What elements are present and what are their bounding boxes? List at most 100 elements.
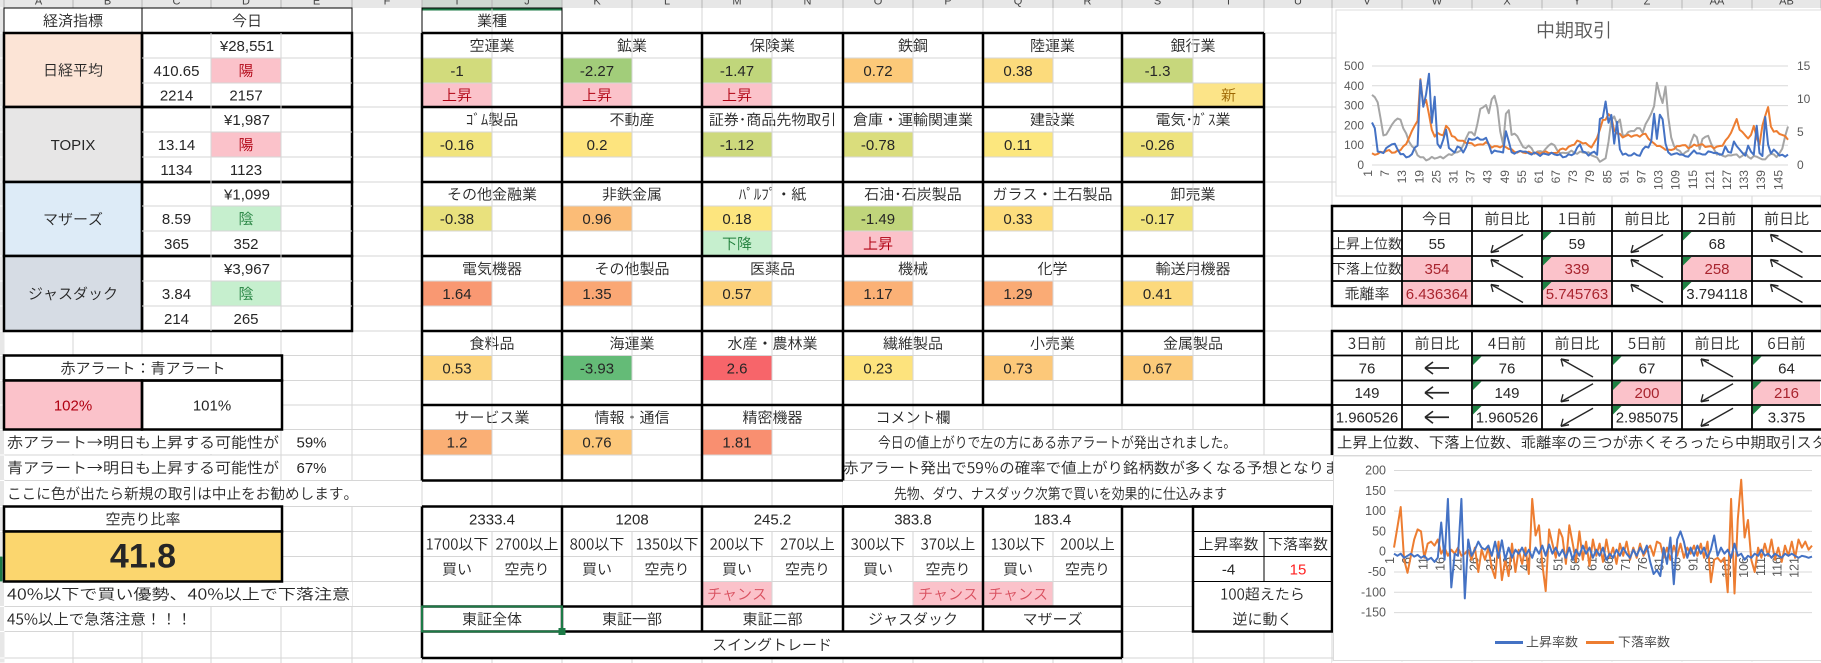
svg-text:1.29: 1.29 xyxy=(1003,286,1032,303)
svg-text:59: 59 xyxy=(1569,236,1586,253)
svg-text:¥28,551: ¥28,551 xyxy=(219,38,274,55)
svg-text:66: 66 xyxy=(1602,557,1616,571)
svg-text:0: 0 xyxy=(1379,545,1386,559)
svg-text:1.64: 1.64 xyxy=(442,286,471,303)
svg-text:91: 91 xyxy=(1617,170,1631,184)
svg-text:76: 76 xyxy=(1359,360,1376,377)
svg-text:3.84: 3.84 xyxy=(162,286,191,303)
svg-text:183.4: 183.4 xyxy=(1034,511,1072,528)
svg-text:410.65: 410.65 xyxy=(154,63,200,80)
svg-text:200: 200 xyxy=(1365,464,1386,478)
svg-text:91: 91 xyxy=(1686,557,1700,571)
svg-text:0.38: 0.38 xyxy=(1003,63,1032,80)
svg-text:0.72: 0.72 xyxy=(863,63,892,80)
svg-text:S: S xyxy=(1154,0,1161,8)
svg-text:-3.93: -3.93 xyxy=(580,360,614,377)
svg-text:13.14: 13.14 xyxy=(158,137,196,154)
svg-text:67: 67 xyxy=(1549,170,1563,184)
svg-text:149: 149 xyxy=(1494,385,1519,402)
svg-text:354: 354 xyxy=(1424,261,1449,278)
svg-text:15: 15 xyxy=(1797,59,1811,73)
svg-text:K: K xyxy=(593,0,601,8)
svg-text:1.81: 1.81 xyxy=(722,435,751,452)
svg-text:79: 79 xyxy=(1583,170,1597,184)
svg-text:0.33: 0.33 xyxy=(1003,211,1032,228)
svg-text:X: X xyxy=(1503,0,1511,8)
svg-text:0: 0 xyxy=(1797,158,1804,172)
svg-text:49: 49 xyxy=(1498,170,1512,184)
svg-text:61: 61 xyxy=(1585,557,1599,571)
svg-text:265: 265 xyxy=(233,311,258,328)
svg-text:F: F xyxy=(384,0,391,8)
svg-text:6: 6 xyxy=(1400,557,1414,564)
svg-text:5: 5 xyxy=(1797,125,1804,139)
svg-text:P: P xyxy=(944,0,951,8)
svg-text:76: 76 xyxy=(1499,360,1516,377)
svg-text:N: N xyxy=(804,0,812,8)
svg-text:V: V xyxy=(1363,0,1371,8)
svg-text:A: A xyxy=(35,0,43,8)
svg-text:-1.12: -1.12 xyxy=(720,137,754,154)
svg-text:-0.16: -0.16 xyxy=(440,137,474,154)
svg-text:1.17: 1.17 xyxy=(863,286,892,303)
svg-text:100: 100 xyxy=(1365,504,1386,518)
svg-text:200: 200 xyxy=(1344,118,1364,132)
svg-text:85: 85 xyxy=(1600,170,1614,184)
svg-text:2157: 2157 xyxy=(229,87,262,104)
svg-text:300: 300 xyxy=(1344,99,1364,113)
svg-text:0.23: 0.23 xyxy=(863,360,892,377)
svg-text:I: I xyxy=(455,0,458,8)
svg-text:61: 61 xyxy=(1532,170,1546,184)
svg-text:T: T xyxy=(1225,0,1232,8)
svg-text:1.35: 1.35 xyxy=(582,286,611,303)
svg-text:0.41: 0.41 xyxy=(1143,286,1172,303)
svg-text:51: 51 xyxy=(1552,557,1566,571)
svg-text:O: O xyxy=(874,0,883,8)
svg-text:103: 103 xyxy=(1652,170,1666,190)
svg-text:AB: AB xyxy=(1779,0,1794,8)
svg-text:L: L xyxy=(664,0,670,8)
svg-text:133: 133 xyxy=(1737,170,1751,190)
svg-text:-150: -150 xyxy=(1361,606,1386,620)
svg-text:0.53: 0.53 xyxy=(442,360,471,377)
svg-text:-0.26: -0.26 xyxy=(1140,137,1174,154)
svg-text:55: 55 xyxy=(1429,236,1446,253)
svg-text:64: 64 xyxy=(1778,360,1795,377)
svg-text:68: 68 xyxy=(1709,236,1726,253)
svg-text:Y: Y xyxy=(1573,0,1581,8)
svg-text:Z: Z xyxy=(1644,0,1651,8)
svg-text:216: 216 xyxy=(1774,385,1799,402)
svg-text:400: 400 xyxy=(1344,79,1364,93)
svg-text:0.67: 0.67 xyxy=(1143,360,1172,377)
svg-text:1.960526: 1.960526 xyxy=(1476,410,1539,427)
svg-text:-100: -100 xyxy=(1361,585,1386,599)
svg-text:1208: 1208 xyxy=(615,511,648,528)
svg-text:1: 1 xyxy=(1383,557,1397,564)
svg-text:W: W xyxy=(1432,0,1443,8)
svg-text:¥1,099: ¥1,099 xyxy=(223,186,270,203)
svg-text:127: 127 xyxy=(1720,170,1734,190)
svg-text:2.985075: 2.985075 xyxy=(1616,410,1679,427)
svg-text:B: B xyxy=(104,0,111,8)
svg-text:55: 55 xyxy=(1515,170,1529,184)
svg-text:M: M xyxy=(732,0,741,8)
svg-text:500: 500 xyxy=(1344,59,1364,73)
svg-text:67%: 67% xyxy=(296,460,326,477)
svg-text:2.6: 2.6 xyxy=(727,360,748,377)
svg-text:101%: 101% xyxy=(193,397,231,414)
svg-text:102%: 102% xyxy=(54,397,92,414)
svg-text:U: U xyxy=(1294,0,1302,8)
svg-text:100: 100 xyxy=(1344,138,1364,152)
svg-text:145: 145 xyxy=(1771,170,1785,190)
svg-text:J: J xyxy=(524,0,530,8)
svg-text:43: 43 xyxy=(1481,170,1495,184)
svg-text:67: 67 xyxy=(1639,360,1656,377)
svg-text:-0.38: -0.38 xyxy=(440,211,474,228)
svg-text:0.2: 0.2 xyxy=(587,137,608,154)
svg-text:D: D xyxy=(242,0,250,8)
svg-text:13: 13 xyxy=(1395,170,1409,184)
svg-text:8.59: 8.59 xyxy=(162,211,191,228)
svg-text:7: 7 xyxy=(1378,170,1392,177)
svg-text:3.794118: 3.794118 xyxy=(1686,286,1747,303)
svg-text:76: 76 xyxy=(1636,557,1650,571)
